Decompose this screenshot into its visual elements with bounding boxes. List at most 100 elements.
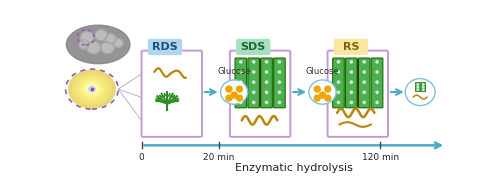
Ellipse shape: [80, 80, 104, 99]
Circle shape: [422, 84, 424, 85]
Circle shape: [363, 71, 366, 73]
Ellipse shape: [105, 34, 116, 44]
Circle shape: [240, 61, 242, 63]
Ellipse shape: [220, 80, 248, 104]
Circle shape: [226, 95, 232, 101]
Circle shape: [240, 91, 242, 93]
Text: RS: RS: [342, 42, 359, 52]
Circle shape: [338, 101, 340, 104]
Circle shape: [376, 91, 378, 93]
Circle shape: [240, 71, 242, 73]
Circle shape: [325, 95, 331, 101]
Text: Glucose: Glucose: [306, 67, 340, 75]
FancyBboxPatch shape: [416, 82, 420, 92]
FancyBboxPatch shape: [328, 51, 388, 137]
Circle shape: [236, 95, 242, 101]
Ellipse shape: [95, 30, 108, 41]
Ellipse shape: [79, 40, 89, 49]
FancyBboxPatch shape: [248, 58, 260, 108]
FancyBboxPatch shape: [237, 40, 270, 54]
Circle shape: [376, 71, 378, 73]
Circle shape: [252, 71, 255, 73]
Circle shape: [278, 101, 280, 104]
FancyBboxPatch shape: [334, 40, 368, 54]
Circle shape: [266, 71, 268, 73]
Circle shape: [376, 61, 378, 63]
Circle shape: [338, 81, 340, 83]
Circle shape: [350, 71, 352, 73]
Ellipse shape: [80, 32, 94, 43]
Circle shape: [417, 84, 418, 85]
Ellipse shape: [114, 39, 123, 47]
Ellipse shape: [309, 80, 336, 104]
Circle shape: [350, 61, 352, 63]
Circle shape: [231, 92, 237, 98]
Circle shape: [350, 101, 352, 104]
Circle shape: [350, 91, 352, 93]
Text: 20 min: 20 min: [204, 153, 234, 162]
Circle shape: [278, 71, 280, 73]
Circle shape: [252, 81, 255, 83]
Circle shape: [338, 91, 340, 93]
Circle shape: [350, 81, 352, 83]
Circle shape: [417, 89, 418, 91]
Circle shape: [266, 101, 268, 104]
Circle shape: [278, 81, 280, 83]
FancyBboxPatch shape: [142, 51, 202, 137]
Circle shape: [252, 101, 255, 104]
Circle shape: [240, 81, 242, 83]
Circle shape: [325, 86, 331, 92]
Text: Glucose: Glucose: [218, 67, 251, 75]
Circle shape: [314, 86, 320, 92]
Ellipse shape: [66, 25, 130, 64]
Ellipse shape: [88, 85, 96, 93]
Circle shape: [278, 91, 280, 93]
Circle shape: [363, 81, 366, 83]
FancyBboxPatch shape: [421, 82, 426, 92]
Ellipse shape: [76, 76, 108, 102]
Circle shape: [363, 101, 366, 104]
Circle shape: [363, 61, 366, 63]
FancyBboxPatch shape: [372, 58, 383, 108]
Circle shape: [314, 95, 320, 101]
Ellipse shape: [86, 41, 101, 54]
FancyBboxPatch shape: [90, 88, 94, 90]
FancyBboxPatch shape: [230, 51, 290, 137]
Circle shape: [363, 91, 366, 93]
FancyBboxPatch shape: [358, 58, 370, 108]
Text: RDS: RDS: [152, 42, 178, 52]
Text: Enzymatic hydrolysis: Enzymatic hydrolysis: [235, 163, 353, 173]
FancyBboxPatch shape: [235, 58, 246, 108]
Circle shape: [376, 81, 378, 83]
Text: 120 min: 120 min: [362, 153, 399, 162]
Circle shape: [236, 86, 242, 92]
Circle shape: [266, 91, 268, 93]
Ellipse shape: [68, 70, 115, 108]
Circle shape: [278, 61, 280, 63]
Text: 0: 0: [138, 153, 144, 162]
Circle shape: [252, 91, 255, 93]
FancyBboxPatch shape: [261, 58, 272, 108]
Circle shape: [266, 81, 268, 83]
Circle shape: [240, 101, 242, 104]
Circle shape: [422, 89, 424, 91]
FancyBboxPatch shape: [346, 58, 357, 108]
Circle shape: [338, 61, 340, 63]
Circle shape: [320, 92, 326, 98]
Circle shape: [417, 86, 418, 88]
Circle shape: [226, 86, 232, 92]
Ellipse shape: [72, 73, 112, 105]
Ellipse shape: [84, 83, 100, 95]
FancyBboxPatch shape: [148, 40, 182, 54]
FancyBboxPatch shape: [274, 58, 285, 108]
Ellipse shape: [101, 42, 114, 53]
Circle shape: [376, 101, 378, 104]
Circle shape: [422, 86, 424, 88]
Circle shape: [266, 61, 268, 63]
Circle shape: [338, 71, 340, 73]
Ellipse shape: [405, 79, 435, 106]
Ellipse shape: [89, 87, 95, 92]
Text: SDS: SDS: [240, 42, 266, 52]
Circle shape: [252, 61, 255, 63]
FancyBboxPatch shape: [332, 58, 344, 108]
